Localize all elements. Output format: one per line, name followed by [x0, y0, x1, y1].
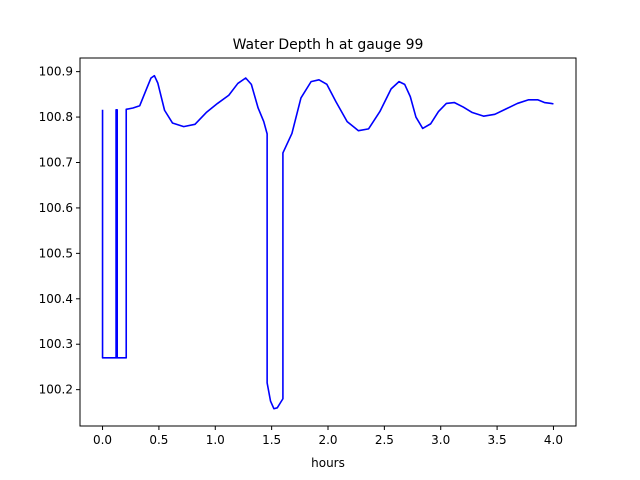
x-tick-label: 1.5	[262, 433, 281, 447]
y-tick-label: 100.6	[39, 201, 73, 215]
x-tick-label: 3.5	[488, 433, 507, 447]
x-axis-label: hours	[311, 456, 345, 470]
x-tick-label: 0.5	[149, 433, 168, 447]
series-line-0	[101, 74, 554, 410]
y-tick-label: 100.4	[39, 292, 73, 306]
series-layer	[101, 74, 554, 410]
y-tick-label: 100.8	[39, 110, 73, 124]
y-tick-label: 100.2	[39, 383, 73, 397]
y-tick-label: 100.3	[39, 337, 73, 351]
x-tick-label: 2.0	[318, 433, 337, 447]
x-tick-label: 3.0	[431, 433, 450, 447]
x-axis: 0.0 0.5 1.0 1.5 2.0 2.5 3.0 3.5 4.0	[93, 426, 563, 447]
plot-area-background	[80, 58, 576, 426]
chart-title: Water Depth h at gauge 99	[233, 37, 424, 53]
x-tick-label: 0.0	[93, 433, 112, 447]
x-tick-label: 2.5	[375, 433, 394, 447]
x-tick-label: 1.0	[206, 433, 225, 447]
x-tick-label: 4.0	[544, 433, 563, 447]
plot-frame	[79, 57, 577, 427]
y-tick-label: 100.7	[39, 155, 73, 169]
y-tick-label: 100.9	[39, 65, 73, 79]
y-axis: 100.2 100.3 100.4 100.5 100.6 100.7 100.8 100.9	[39, 65, 80, 397]
y-tick-label: 100.5	[39, 246, 73, 260]
